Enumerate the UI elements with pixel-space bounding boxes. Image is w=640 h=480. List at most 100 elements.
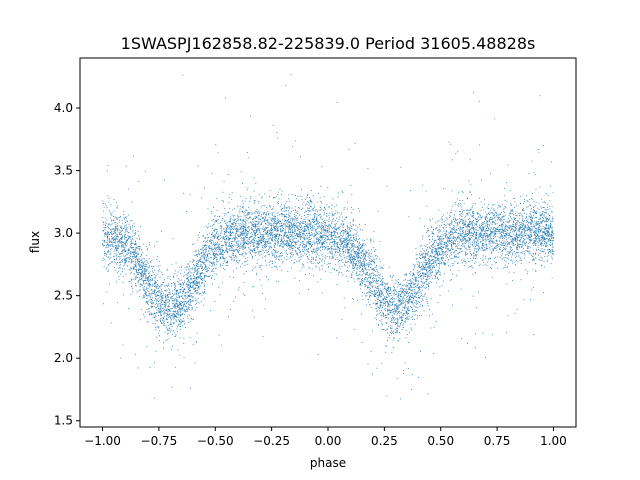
data-point <box>452 257 454 259</box>
data-point <box>194 299 196 301</box>
data-point <box>406 296 408 298</box>
data-point <box>271 228 273 230</box>
data-point <box>169 276 171 278</box>
data-point <box>246 253 248 255</box>
data-point <box>451 247 453 249</box>
data-point <box>467 235 468 237</box>
data-point <box>504 257 506 258</box>
data-point <box>327 224 329 226</box>
data-point <box>370 295 372 297</box>
data-point <box>195 287 197 289</box>
data-point <box>259 231 261 233</box>
data-point <box>346 228 348 230</box>
data-point <box>405 318 407 320</box>
data-point <box>137 247 139 249</box>
data-point <box>211 266 213 268</box>
data-point <box>387 306 388 308</box>
data-point <box>297 230 299 231</box>
data-point <box>410 294 412 296</box>
data-point <box>259 237 260 239</box>
data-point <box>398 304 400 305</box>
data-point <box>369 273 371 275</box>
data-point <box>294 277 296 279</box>
data-point <box>166 315 168 317</box>
data-point <box>160 305 161 306</box>
data-point <box>427 230 429 232</box>
data-point <box>391 290 393 292</box>
data-point <box>200 257 202 259</box>
data-point <box>459 251 461 253</box>
data-point <box>413 302 415 304</box>
data-point <box>494 216 496 218</box>
data-point <box>132 251 134 253</box>
data-point <box>179 325 181 327</box>
data-point <box>467 218 469 220</box>
data-point <box>344 264 345 266</box>
data-point <box>238 246 240 247</box>
data-point <box>360 265 362 267</box>
data-point <box>152 322 154 324</box>
data-point <box>430 267 432 269</box>
data-point <box>189 194 191 196</box>
data-point <box>270 206 271 208</box>
data-point <box>426 250 427 252</box>
data-point <box>116 230 118 232</box>
data-point <box>157 297 159 299</box>
data-point <box>102 221 104 223</box>
data-point <box>467 210 469 211</box>
data-point <box>168 288 170 290</box>
data-point <box>288 206 290 208</box>
data-point <box>382 281 384 283</box>
data-point <box>458 270 460 271</box>
data-point <box>242 227 244 229</box>
data-point <box>413 273 415 275</box>
data-point <box>136 254 138 256</box>
data-point <box>171 290 173 292</box>
data-point <box>310 262 312 264</box>
data-point <box>430 298 432 300</box>
data-point <box>473 216 475 218</box>
data-point <box>190 295 192 297</box>
data-point <box>254 200 256 201</box>
data-point <box>281 230 283 232</box>
data-point <box>342 241 344 243</box>
data-point <box>516 204 518 206</box>
data-point <box>170 318 172 320</box>
data-point <box>385 316 387 318</box>
data-point <box>383 286 385 288</box>
data-point <box>499 213 501 215</box>
data-point <box>282 241 284 243</box>
data-point <box>293 210 295 212</box>
data-point <box>439 236 441 238</box>
data-point <box>281 231 283 233</box>
data-point <box>243 255 245 257</box>
data-point <box>213 241 215 243</box>
data-point <box>189 275 191 277</box>
data-point <box>380 306 382 308</box>
data-point <box>373 259 375 261</box>
data-point <box>530 299 531 301</box>
data-point <box>246 217 248 219</box>
data-point <box>521 219 523 221</box>
data-point <box>209 264 211 266</box>
data-point <box>225 264 227 266</box>
data-point <box>120 261 121 263</box>
data-point <box>463 222 465 224</box>
data-point <box>197 249 199 251</box>
data-point <box>176 303 178 304</box>
data-point <box>191 301 193 302</box>
data-point <box>129 269 131 271</box>
data-point <box>520 223 522 225</box>
data-point <box>174 311 176 313</box>
data-point <box>267 235 269 237</box>
data-point <box>449 224 451 226</box>
data-point <box>160 315 162 317</box>
data-point <box>273 226 274 228</box>
data-point <box>227 265 229 267</box>
data-point <box>253 248 255 250</box>
data-point <box>192 274 194 275</box>
data-point <box>255 182 257 184</box>
data-point <box>294 242 296 243</box>
data-point <box>160 296 162 298</box>
data-point <box>525 233 527 235</box>
